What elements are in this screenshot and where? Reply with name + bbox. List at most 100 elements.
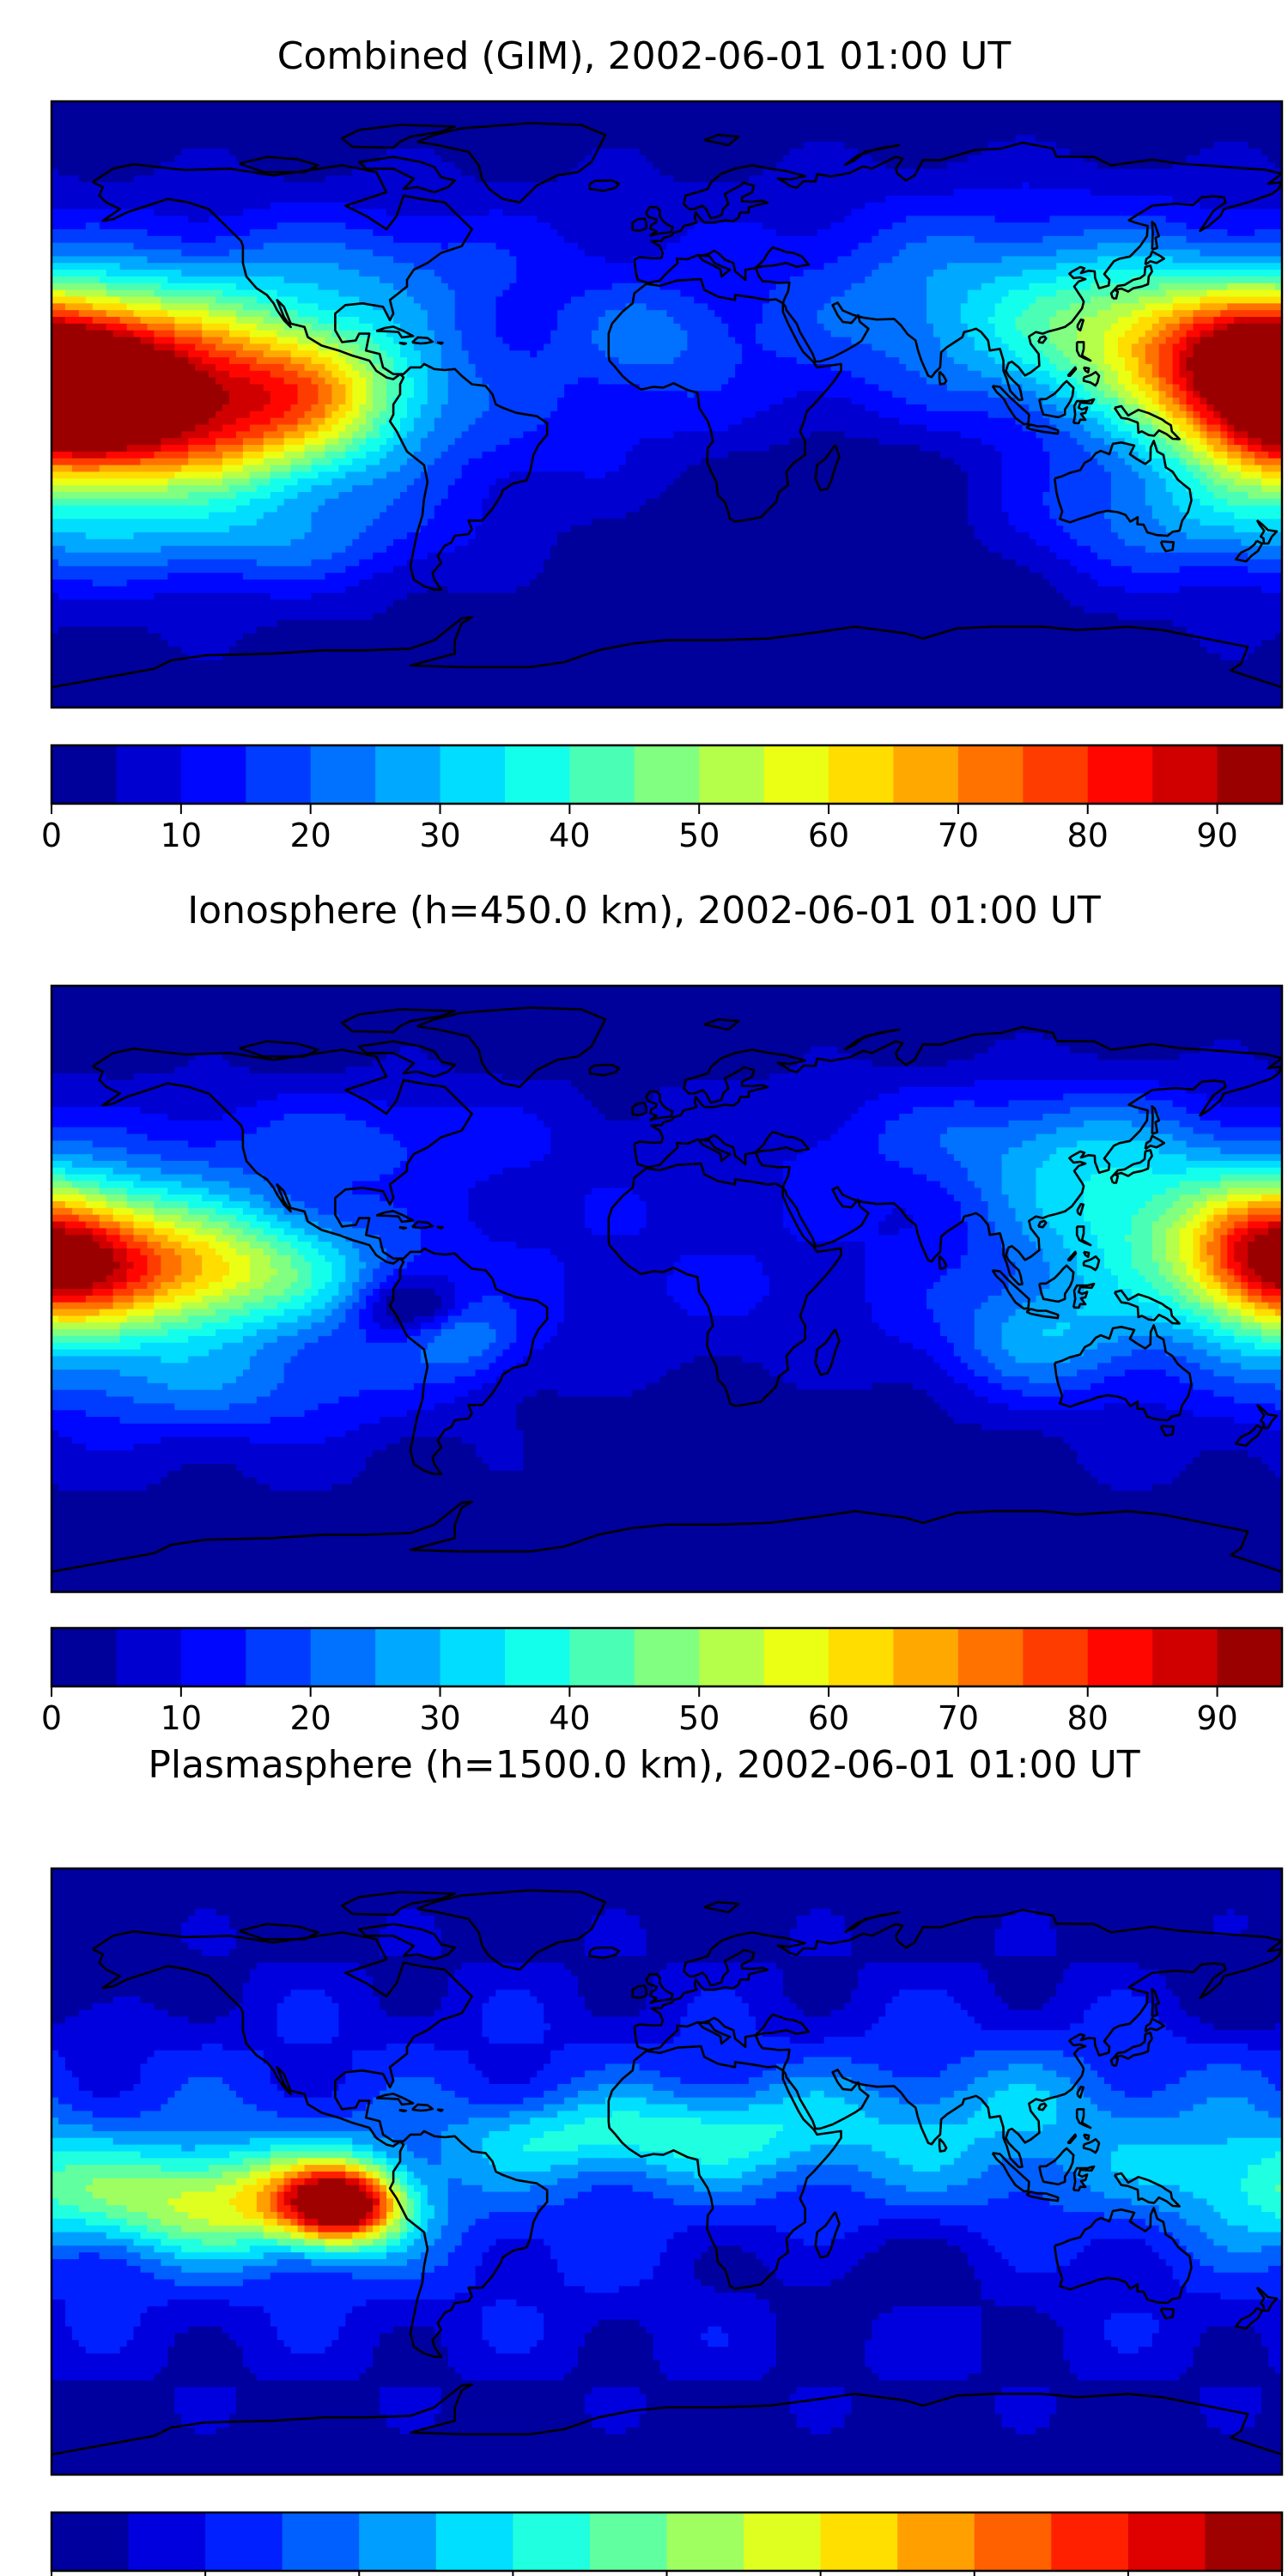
contour-cell [52, 1100, 258, 1108]
contour-cell [796, 2002, 846, 2011]
contour-cell [154, 1201, 189, 1209]
contour-cell [482, 2137, 531, 2146]
contour-cell [742, 1356, 934, 1364]
contour-cell [946, 350, 989, 358]
contour-cell [755, 2023, 872, 2031]
contour-cell [1248, 1201, 1282, 1209]
colorbar-tick-label: 30 [419, 1699, 460, 1737]
contour-cell [338, 1282, 353, 1290]
contour-cell [939, 1329, 975, 1337]
contour-cell [228, 1949, 380, 1957]
contour-cell [468, 2050, 551, 2058]
colorbar-swatch [310, 1628, 376, 1686]
contour-cell [331, 1329, 367, 1337]
contour-cell [242, 343, 271, 351]
contour-cell [420, 2252, 449, 2260]
contour-cell [646, 2002, 688, 2011]
contour-cell [1042, 1214, 1084, 1223]
contour-cell [52, 2191, 94, 2199]
contour-cell [1165, 404, 1181, 412]
contour-cell [851, 2265, 975, 2274]
contour-cell [78, 1214, 100, 1223]
coastline [388, 1247, 549, 1475]
contour-cell [181, 1463, 237, 1472]
coastline [1082, 2133, 1091, 2141]
contour-cell [64, 2016, 189, 2025]
contour-cell [338, 465, 367, 473]
contour-cell [52, 256, 149, 264]
contour-cell [366, 1457, 483, 1465]
contour-cell [311, 465, 339, 473]
contour-cell [345, 384, 353, 392]
contour-cell [235, 283, 319, 291]
contour-cell [359, 1423, 517, 1431]
contour-cell [987, 142, 1057, 149]
coastline [1113, 404, 1181, 440]
contour-cell [1110, 1990, 1133, 1997]
contour-cell [270, 2172, 285, 2179]
contour-cell [1193, 1201, 1208, 1209]
contour-cell [659, 1969, 784, 1978]
contour-cell [126, 323, 149, 331]
contour-cell [345, 1295, 360, 1303]
contour-cell [749, 175, 1282, 183]
contour-cell [386, 1922, 435, 1930]
contour-cell [584, 2286, 620, 2293]
contour-cell [366, 431, 380, 439]
contour-cell [1255, 1053, 1282, 1060]
contour-cell [52, 986, 1282, 993]
contour-cell [338, 2009, 387, 2018]
contour-cell [557, 2258, 661, 2267]
contour-cell [899, 2158, 955, 2166]
contour-cell [393, 2218, 401, 2227]
contour-cell [994, 2393, 1057, 2402]
contour-cell [133, 330, 155, 338]
coastline [375, 1210, 415, 1224]
contour-cell [468, 458, 627, 466]
contour-cell [987, 410, 1043, 419]
contour-cell [1151, 1235, 1167, 1242]
contour-cell [1124, 398, 1139, 405]
colorbar-swatch [957, 745, 1024, 804]
contour-cell [52, 2293, 456, 2300]
contour-cell [373, 613, 1119, 621]
contour-cell [1104, 1248, 1133, 1256]
contour-cell [1063, 2346, 1119, 2354]
contour-cell [1261, 478, 1282, 486]
contour-cell [1070, 148, 1201, 156]
contour-cell [140, 317, 175, 325]
contour-cell [52, 1147, 128, 1155]
contour-cell [235, 2340, 285, 2348]
contour-cell [1165, 1255, 1181, 1263]
contour-cell [393, 431, 408, 439]
contour-cell [400, 2184, 408, 2193]
contour-cell [52, 566, 346, 574]
contour-cell [325, 498, 394, 507]
contour-cell [352, 2144, 374, 2153]
contour-cell [611, 283, 661, 291]
contour-cell [1145, 498, 1174, 507]
contour-cell [174, 1228, 196, 1236]
contour-cell [235, 2090, 285, 2099]
contour-cell [981, 283, 1030, 291]
contour-cell [276, 1268, 299, 1276]
contour-cell [1200, 1302, 1214, 1310]
contour-cell [523, 1356, 695, 1364]
contour-cell [646, 1107, 860, 1115]
contour-cell [52, 1571, 1282, 1579]
contour-cell [1241, 1282, 1249, 1290]
contour-cell [598, 343, 688, 351]
contour-cell [242, 2212, 264, 2220]
contour-cell [235, 431, 264, 439]
contour-cell [119, 1221, 135, 1229]
contour-cell [290, 2165, 306, 2172]
coastline [1109, 1149, 1153, 1184]
contour-cell [52, 195, 886, 204]
contour-cell [557, 175, 675, 183]
contour-cell [1110, 1484, 1153, 1492]
contour-cell [1200, 2340, 1262, 2348]
contour-cell [1097, 417, 1112, 426]
contour-cell [981, 2312, 1050, 2321]
contour-cell [161, 545, 346, 554]
contour-cell [1084, 384, 1098, 392]
